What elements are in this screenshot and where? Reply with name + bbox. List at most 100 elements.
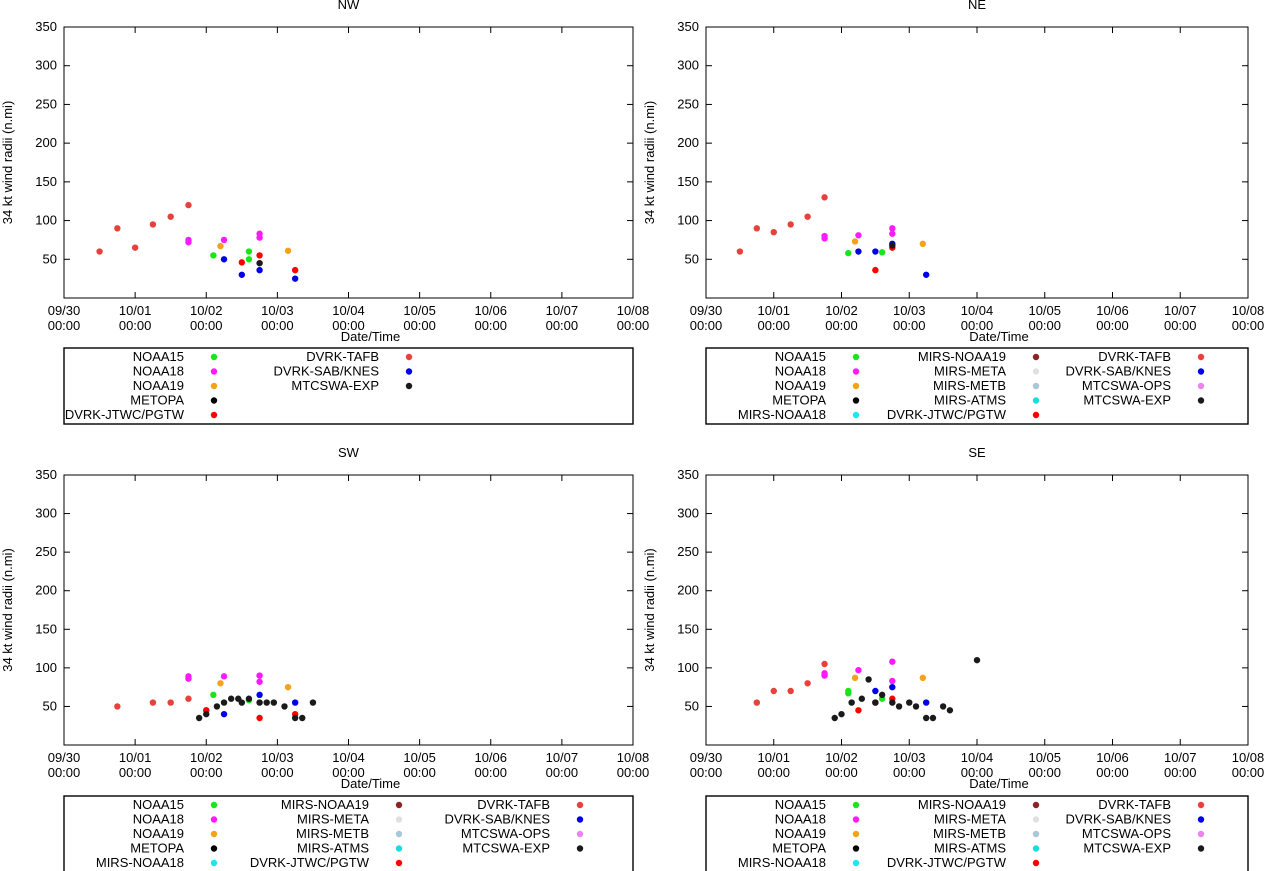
x-tick-label-date: 10/04 [961, 750, 994, 765]
data-point-dvrk-tafb [149, 699, 157, 706]
data-point-dvrk-tafb [821, 194, 828, 201]
x-tick-label-time: 00:00 [48, 318, 81, 333]
x-tick-label-date: 10/02 [825, 303, 858, 318]
data-point-mtcswa-exp [270, 699, 278, 706]
y-axis-label: 34 kt wind radii (n.mi) [642, 101, 657, 225]
x-tick-label-time: 00:00 [403, 765, 436, 780]
legend-label: NOAA19 [775, 378, 826, 393]
data-point-dvrk-jtwc-pgtw [872, 266, 879, 274]
data-point-mtcswa-exp [838, 710, 845, 718]
legend-marker-noaa15 [210, 801, 218, 809]
data-point-mtcswa-exp [309, 699, 317, 706]
x-tick-label-time: 00:00 [403, 318, 436, 333]
data-point-dvrk-tafb [131, 244, 139, 251]
plot-frame [705, 474, 1249, 746]
x-tick-label-date: 10/01 [757, 303, 790, 318]
x-tick-label-time: 00:00 [690, 765, 723, 780]
legend-marker-mtcswa-exp [1197, 397, 1205, 404]
data-point-dvrk-tafb [96, 248, 103, 255]
x-tick-label-date: 10/08 [1232, 750, 1265, 765]
legend-marker-noaa18 [210, 368, 218, 375]
x-tick-label-time: 00:00 [1028, 765, 1061, 780]
x-tick-label-date: 09/30 [48, 750, 81, 765]
data-point-mtcswa-exp [939, 703, 947, 710]
legend-marker-metopa [852, 397, 860, 404]
data-point-noaa19 [284, 247, 292, 254]
data-point-mtcswa-exp [872, 699, 879, 706]
legend-label: DVRK-JTWC/PGTW [887, 855, 1007, 870]
data-point-dvrk-tafb [804, 213, 811, 220]
data-point-noaa18 [821, 235, 828, 242]
data-point-dvrk-sab-knes [291, 699, 299, 706]
legend-marker-dvrk-tafb [576, 801, 584, 809]
legend-marker-dvrk-tafb [1197, 801, 1205, 809]
data-point-noaa18 [220, 673, 228, 680]
data-point-mtcswa-exp [263, 699, 270, 706]
data-point-mtcswa-exp [865, 676, 872, 683]
legend-label: DVRK-SAB/KNES [445, 812, 551, 827]
legend-label: NOAA19 [133, 378, 184, 393]
data-point-mtcswa-exp [922, 714, 930, 722]
x-tick-label-time: 00:00 [961, 318, 994, 333]
x-tick-label-date: 10/01 [119, 303, 152, 318]
y-tick-label: 200 [35, 583, 57, 598]
legend-marker-mtcswa-exp [405, 382, 413, 390]
legend-marker-mirs-metb [1032, 382, 1040, 390]
x-tick-label-time: 00:00 [190, 318, 223, 333]
legend-marker-noaa19 [210, 382, 218, 390]
x-tick-label-date: 10/08 [1232, 303, 1265, 318]
legend-marker-mirs-metb [395, 830, 403, 838]
x-tick-label-time: 00:00 [617, 318, 650, 333]
x-tick-label-date: 10/04 [961, 303, 994, 318]
x-tick-label-date: 10/03 [261, 750, 294, 765]
data-point-noaa18 [889, 677, 896, 685]
legend-label: MTCSWA-OPS [1082, 826, 1171, 841]
legend-label: MTCSWA-OPS [461, 826, 550, 841]
data-point-dvrk-tafb [114, 225, 121, 232]
chart-title: SE [968, 445, 986, 460]
chart-title: NE [968, 0, 986, 12]
x-tick-label-date: 10/06 [474, 750, 507, 765]
data-point-mtcswa-exp [889, 699, 896, 706]
x-tick-label-time: 00:00 [757, 318, 790, 333]
legend-marker-noaa19 [852, 830, 860, 838]
legend-label: DVRK-JTWC/PGTW [250, 855, 370, 870]
legend-marker-mirs-atms [1032, 845, 1040, 852]
x-tick-label-date: 10/05 [1028, 750, 1061, 765]
data-point-noaa18 [889, 658, 896, 665]
data-point-dvrk-sab-knes [256, 266, 263, 274]
legend-label: DVRK-TAFB [1098, 797, 1171, 812]
data-point-noaa18 [256, 678, 263, 685]
y-tick-label: 150 [677, 174, 699, 189]
y-tick-label: 300 [677, 58, 699, 73]
legend-label: DVRK-SAB/KNES [1066, 812, 1172, 827]
legend-label: MIRS-ATMS [297, 841, 369, 856]
legend-label: NOAA18 [775, 812, 826, 827]
x-axis-label: Date/Time [969, 776, 1028, 791]
x-tick-label-date: 10/04 [332, 303, 365, 318]
legend-marker-dvrk-jtwc-pgtw [395, 859, 403, 867]
legend-label: MIRS-METB [933, 826, 1006, 841]
legend-marker-noaa19 [852, 382, 860, 390]
legend-marker-mtcswa-exp [1197, 845, 1205, 852]
x-tick-label-time: 00:00 [332, 765, 365, 780]
data-point-dvrk-tafb [753, 699, 761, 706]
data-point-noaa18 [256, 672, 263, 679]
data-point-noaa15 [845, 690, 852, 697]
legend-marker-metopa [210, 397, 218, 404]
y-tick-label: 250 [677, 544, 699, 559]
data-point-mtcswa-exp [203, 710, 210, 718]
legend-label: MIRS-NOAA18 [738, 407, 826, 422]
x-tick-label-time: 00:00 [474, 318, 507, 333]
legend-marker-noaa15 [852, 801, 860, 809]
x-tick-label-time: 00:00 [825, 318, 858, 333]
x-tick-label-date: 10/03 [893, 750, 926, 765]
x-tick-label-time: 00:00 [1096, 318, 1129, 333]
x-tick-label-time: 00:00 [119, 765, 152, 780]
legend-marker-dvrk-sab-knes [1197, 368, 1205, 375]
data-point-noaa18 [185, 675, 192, 682]
x-tick-label-date: 09/30 [48, 303, 81, 318]
legend-marker-mtcswa-exp [576, 845, 584, 852]
x-tick-label-time: 00:00 [690, 318, 723, 333]
